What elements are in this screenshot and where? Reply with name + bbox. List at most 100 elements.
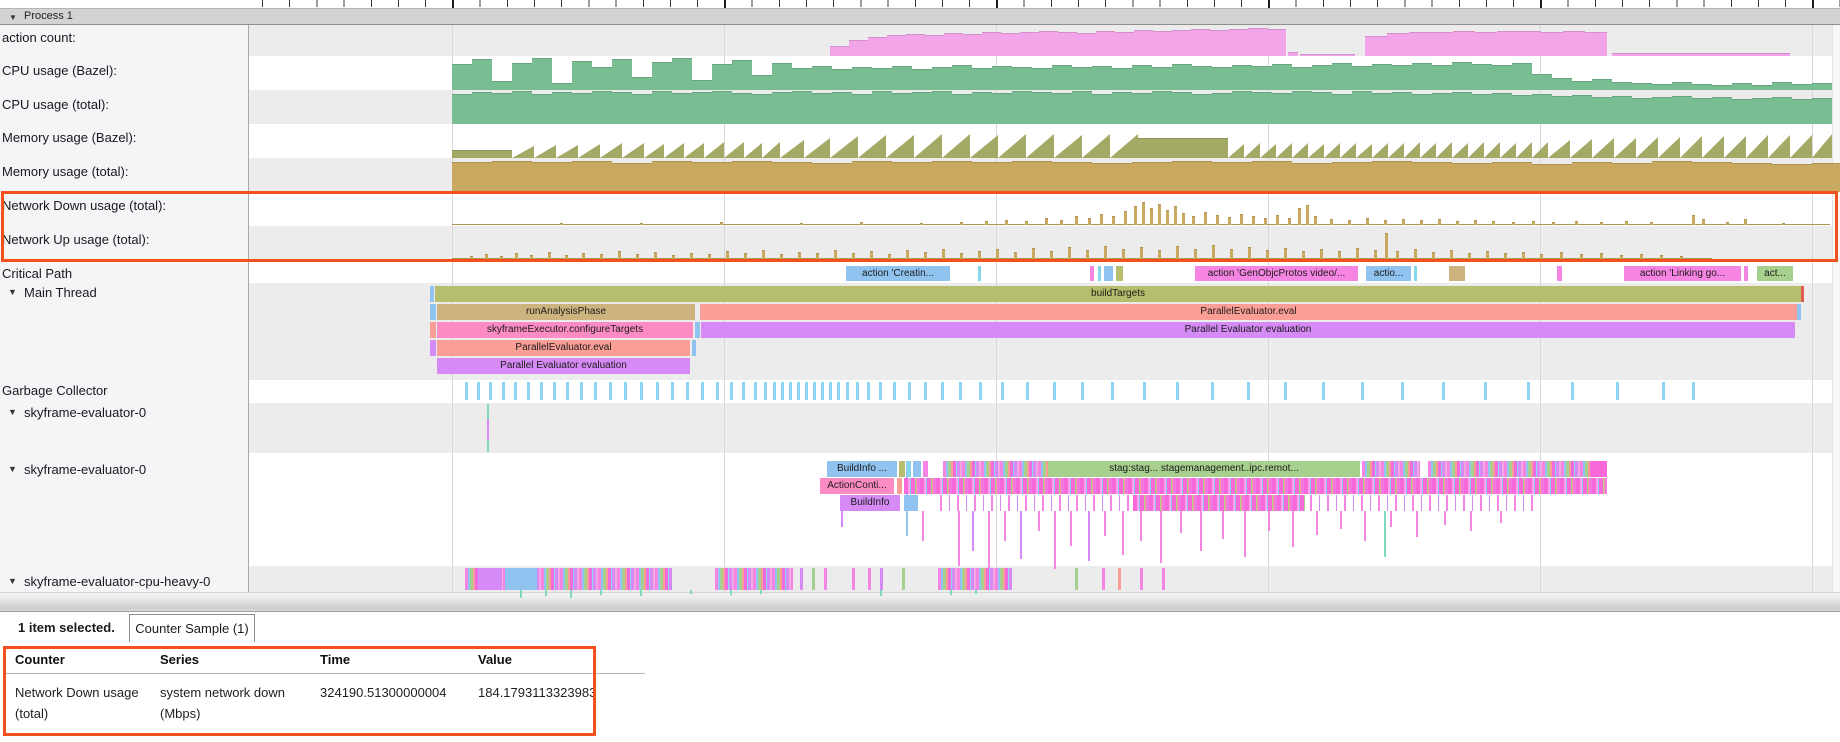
gc-tick[interactable]	[580, 382, 583, 400]
gc-tick[interactable]	[1211, 382, 1214, 400]
cpu-heavy-row-slice[interactable]	[1075, 568, 1078, 590]
gc-tick[interactable]	[979, 382, 982, 400]
critical-path-slice[interactable]	[1449, 266, 1465, 281]
cpu-heavy-row-slice[interactable]	[812, 568, 815, 590]
gc-tick[interactable]	[502, 382, 505, 400]
critical-path-slice[interactable]: act...	[1757, 266, 1793, 281]
gc-tick[interactable]	[514, 382, 517, 400]
main-thread-row2-slice[interactable]	[1797, 304, 1801, 320]
cpu-heavy-row-slice[interactable]	[505, 568, 537, 590]
cpu-heavy-row-slice[interactable]	[880, 568, 883, 590]
gc-tick[interactable]	[686, 382, 689, 400]
critical-path-slice[interactable]: action 'Linking go...	[1624, 266, 1741, 281]
gc-tick[interactable]	[789, 382, 792, 400]
critical-path-slice[interactable]: actio...	[1366, 266, 1411, 281]
gc-tick[interactable]	[540, 382, 543, 400]
main-thread-row2-slice[interactable]: ParallelEvaluator.eval	[700, 304, 1797, 320]
gc-tick[interactable]	[813, 382, 816, 400]
main-thread-row1-slice[interactable]	[430, 286, 434, 302]
gc-tick[interactable]	[1111, 382, 1114, 400]
main-thread-row1-slice[interactable]	[1801, 286, 1804, 302]
skyframe2-row3-slice[interactable]	[940, 495, 1130, 511]
critical-path-slice[interactable]	[978, 266, 981, 281]
gc-tick[interactable]	[566, 382, 569, 400]
gc-tick[interactable]	[879, 382, 882, 400]
gc-tick[interactable]	[1026, 382, 1029, 400]
skyframe2-row1-slice[interactable]	[1590, 461, 1607, 477]
gc-tick[interactable]	[1692, 382, 1695, 400]
evaluator-tick[interactable]	[487, 404, 489, 419]
critical-path-slice[interactable]	[1744, 266, 1748, 281]
critical-path-slice[interactable]: action 'Creatin...	[846, 266, 950, 281]
skyframe2-row1-slice[interactable]	[899, 461, 905, 477]
main-thread-row5-slice[interactable]: Parallel Evaluator evaluation	[437, 358, 690, 374]
gc-tick[interactable]	[781, 382, 784, 400]
main-thread-row3-slice[interactable]	[430, 322, 436, 338]
main-thread-row3-slice[interactable]	[695, 322, 700, 338]
gc-tick[interactable]	[1571, 382, 1574, 400]
evaluator-tick[interactable]	[487, 419, 489, 440]
gc-tick[interactable]	[837, 382, 840, 400]
cpu-heavy-row-slice[interactable]	[1162, 568, 1165, 590]
gc-tick[interactable]	[527, 382, 530, 400]
gc-tick[interactable]	[773, 382, 776, 400]
skyframe2-row2-slice[interactable]	[897, 478, 902, 494]
gc-tick[interactable]	[908, 382, 911, 400]
tab-counter-sample[interactable]: Counter Sample (1)	[129, 614, 255, 642]
collapse-arrow-icon[interactable]: ▼	[8, 576, 17, 586]
gc-tick[interactable]	[1484, 382, 1487, 400]
process-header[interactable]: ▼ Process 1	[0, 8, 1840, 25]
gc-tick[interactable]	[465, 382, 468, 400]
gc-tick[interactable]	[1442, 382, 1445, 400]
critical-path-slice[interactable]	[1414, 266, 1417, 281]
cpu-heavy-row-slice[interactable]	[902, 568, 905, 590]
gc-tick[interactable]	[730, 382, 733, 400]
gc-tick[interactable]	[701, 382, 704, 400]
skyframe2-row1-slice[interactable]	[913, 461, 921, 477]
main-thread-row4-slice[interactable]: ParallelEvaluator.eval	[437, 340, 690, 356]
gc-tick[interactable]	[893, 382, 896, 400]
gc-tick[interactable]	[489, 382, 492, 400]
skyframe2-row2-slice[interactable]: ActionConti...	[820, 478, 894, 494]
skyframe2-row3-slice[interactable]	[1133, 495, 1305, 511]
gc-tick[interactable]	[656, 382, 659, 400]
gc-tick[interactable]	[829, 382, 832, 400]
gc-tick[interactable]	[671, 382, 674, 400]
skyframe2-row1-slice[interactable]: stag:stag... stagemanagement..ipc.remot.…	[1048, 461, 1360, 477]
gc-tick[interactable]	[1616, 382, 1619, 400]
critical-path-slice[interactable]: action 'GenObjcProtos video/...	[1195, 266, 1358, 281]
skyframe2-row1-slice[interactable]	[907, 461, 911, 477]
cpu-heavy-row-slice[interactable]	[824, 568, 827, 590]
gc-tick[interactable]	[1053, 382, 1056, 400]
gc-tick[interactable]	[1401, 382, 1404, 400]
main-thread-row3-slice[interactable]: Parallel Evaluator evaluation	[701, 322, 1795, 338]
gc-tick[interactable]	[1284, 382, 1287, 400]
main-thread-row3-slice[interactable]: skyframeExecutor.configureTargets	[437, 322, 693, 338]
gc-tick[interactable]	[1322, 382, 1325, 400]
gc-tick[interactable]	[742, 382, 745, 400]
critical-path-slice[interactable]	[1090, 266, 1094, 281]
gc-tick[interactable]	[959, 382, 962, 400]
gc-tick[interactable]	[941, 382, 944, 400]
gc-tick[interactable]	[1527, 382, 1530, 400]
cpu-heavy-row-slice[interactable]	[800, 568, 803, 590]
time-ruler[interactable]	[249, 0, 1840, 8]
collapse-arrow-icon[interactable]: ▼	[8, 287, 17, 297]
gc-tick[interactable]	[1176, 382, 1179, 400]
gc-tick[interactable]	[716, 382, 719, 400]
gc-tick[interactable]	[846, 382, 849, 400]
cpu-heavy-row-slice[interactable]	[852, 568, 855, 590]
main-thread-row2-slice[interactable]: runAnalysisPhase	[437, 304, 695, 320]
gc-tick[interactable]	[594, 382, 597, 400]
gc-tick[interactable]	[764, 382, 767, 400]
cpu-heavy-row-slice[interactable]	[478, 568, 502, 590]
skyframe2-row1-slice[interactable]	[923, 461, 928, 477]
skyframe2-row1-slice[interactable]: BuildInfo ...	[827, 461, 897, 477]
cpu-heavy-row-slice[interactable]	[715, 568, 793, 590]
main-thread-row1-slice[interactable]: buildTargets	[435, 286, 1801, 302]
critical-path-slice[interactable]	[1104, 266, 1113, 281]
cpu-heavy-row-slice[interactable]	[868, 568, 871, 590]
main-thread-row4-slice[interactable]	[430, 340, 436, 356]
gc-tick[interactable]	[797, 382, 800, 400]
skyframe2-row1-slice[interactable]	[1362, 461, 1420, 477]
